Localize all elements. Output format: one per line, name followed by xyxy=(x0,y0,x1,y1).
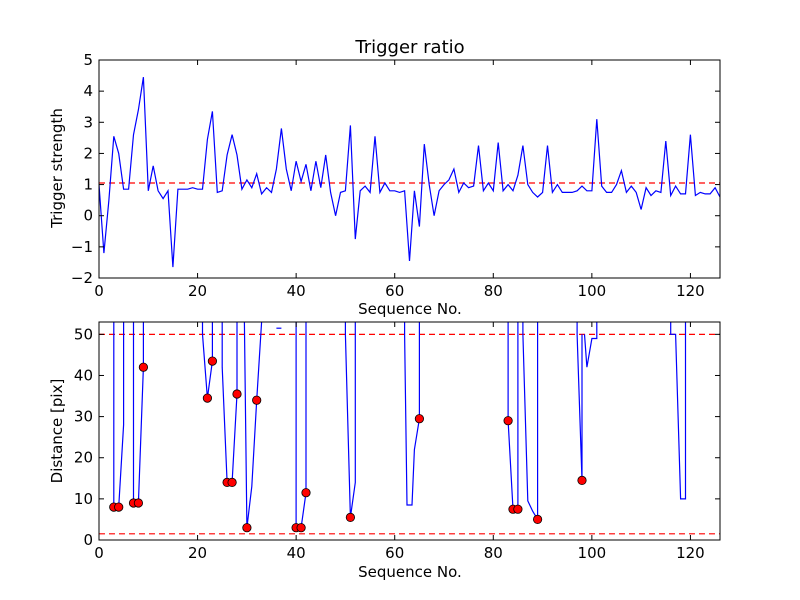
bottom-marker-10 xyxy=(242,523,252,533)
top-axes-frame xyxy=(98,59,721,279)
bottom-series-segment-4 xyxy=(243,322,263,528)
bottom-marker-20 xyxy=(532,514,543,525)
bottom-marker-11 xyxy=(252,395,262,405)
top-x-tick-label-6: 120 xyxy=(676,282,705,300)
bottom-marker-15 xyxy=(345,512,355,523)
top-y-tick-label-4: 2 xyxy=(83,144,93,162)
bottom-x-axis-label: Sequence No. xyxy=(358,563,462,581)
distance-panel: 0 20 40 60 80 100 120 0 10 20 30 40 50 xyxy=(74,321,721,562)
bottom-x-tick-label-0: 0 xyxy=(94,544,104,562)
top-x-tick-label-1: 20 xyxy=(188,282,207,300)
bottom-x-tick-label-5: 100 xyxy=(578,544,607,562)
bottom-y-tick-label-1: 10 xyxy=(74,490,93,508)
top-y-tick-label-5: 3 xyxy=(83,113,93,131)
top-y-tick-label-3: 1 xyxy=(83,176,93,194)
top-y-tick-label-7: 5 xyxy=(83,51,93,69)
bottom-y-tick-label-3: 30 xyxy=(74,408,93,426)
bottom-marker-19 xyxy=(513,504,523,514)
bottom-marker-17 xyxy=(503,416,513,426)
bottom-y-tick-label-5: 50 xyxy=(74,325,93,343)
bottom-series-segment-10 xyxy=(522,322,539,522)
bottom-marker-8 xyxy=(227,477,237,487)
top-y-tick-label-1: −1 xyxy=(71,238,93,256)
bottom-marker-4 xyxy=(138,362,148,372)
top-series-line xyxy=(99,77,720,268)
bottom-marker-6 xyxy=(207,356,217,366)
bottom-marker-13 xyxy=(296,523,306,533)
top-x-tick-label-4: 80 xyxy=(484,282,503,300)
bottom-x-tick-label-3: 60 xyxy=(385,544,404,562)
bottom-marker-21 xyxy=(577,475,587,485)
bottom-marker-14 xyxy=(301,488,311,498)
bottom-y-axis-label: Distance [pix] xyxy=(48,379,66,484)
top-y-tick-label-0: −2 xyxy=(71,269,93,287)
top-y-tick-label-6: 4 xyxy=(83,82,93,100)
bottom-x-tick-label-2: 40 xyxy=(287,544,306,562)
top-plot-area xyxy=(99,77,720,268)
top-x-tick-label-3: 60 xyxy=(385,282,404,300)
top-x-tick-label-0: 0 xyxy=(94,282,104,300)
bottom-marker-3 xyxy=(133,498,143,508)
bottom-series-segment-13 xyxy=(670,322,687,500)
bottom-marker-16 xyxy=(414,414,424,424)
bottom-x-tick-label-6: 120 xyxy=(676,544,705,562)
bottom-y-tick-label-4: 40 xyxy=(74,366,93,384)
top-y-axis-label: Trigger strength xyxy=(48,108,66,229)
bottom-marker-5 xyxy=(202,393,212,403)
bottom-axes-frame xyxy=(98,321,721,541)
bottom-series-segment-11 xyxy=(576,322,583,481)
top-x-axis-label: Sequence No. xyxy=(358,300,462,318)
bottom-x-tick-label-4: 80 xyxy=(484,544,503,562)
top-x-tick-label-5: 100 xyxy=(578,282,607,300)
trigger-strength-panel: 0 20 40 60 80 100 120 −2 −1 0 1 2 3 4 5 xyxy=(71,51,721,300)
bottom-marker-1 xyxy=(114,502,124,512)
bottom-y-tick-label-2: 20 xyxy=(74,449,93,467)
bottom-series-segment-12 xyxy=(583,322,598,368)
chart-title: Trigger ratio xyxy=(354,37,464,58)
bottom-marker-9 xyxy=(232,389,242,399)
top-y-tick-label-2: 0 xyxy=(83,207,93,225)
bottom-y-tick-label-0: 0 xyxy=(83,531,93,549)
top-x-tick-label-2: 40 xyxy=(287,282,306,300)
bottom-x-tick-label-1: 20 xyxy=(188,544,207,562)
